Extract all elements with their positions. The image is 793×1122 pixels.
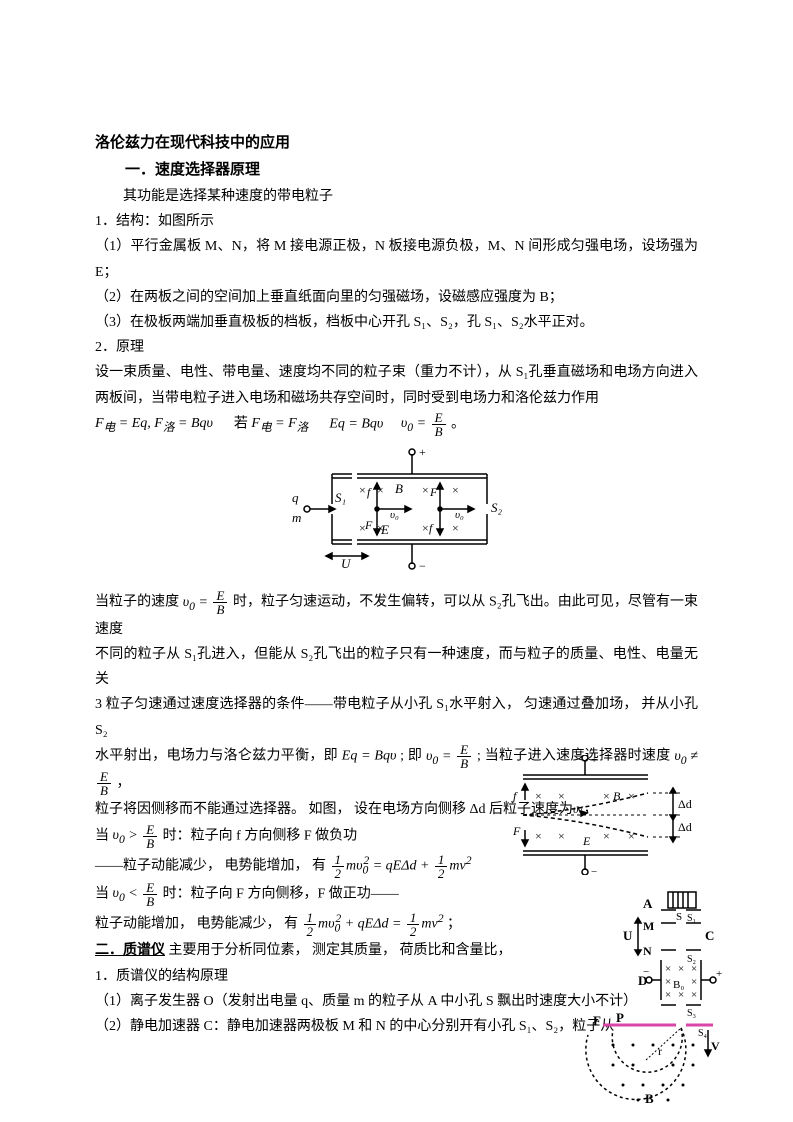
s1-p1-2: （2）在两板之间的空间加上垂直纸面向里的匀强磁场，设磁感应强度为 B； xyxy=(95,285,698,310)
svg-text:P: P xyxy=(616,1010,624,1025)
doc-title: 洛伦兹力在现代科技中的应用 xyxy=(95,130,698,157)
svg-text:f: f xyxy=(513,789,518,803)
svg-text:υ: υ xyxy=(573,802,579,816)
svg-text:S: S xyxy=(676,911,682,923)
svg-text:×: × xyxy=(678,963,684,975)
svg-text:B₀: B₀ xyxy=(673,979,684,991)
svg-text:S₄: S₄ xyxy=(698,1028,708,1039)
figure-mass-spectrometer: A S M S₁ U C N S₂ ××× ×× ××× B₀ D − + xyxy=(583,890,723,1119)
svg-text:×: × xyxy=(558,789,565,803)
svg-text:+: + xyxy=(716,968,722,980)
svg-text:×: × xyxy=(603,789,610,803)
svg-text:×: × xyxy=(665,963,671,975)
s1-p1: 1．结构：如图所示 xyxy=(95,209,698,234)
svg-text:S₃: S₃ xyxy=(687,1008,696,1019)
s1-p2: 2．原理 xyxy=(95,335,698,360)
svg-text:r: r xyxy=(658,1044,662,1058)
s1-p1-1: （1）平行金属板 M、N，将 M 接电源正极，N 板接电源负极，M、N 间形成匀… xyxy=(95,234,698,284)
after-fig-line1: 当粒子的速度 υ0 = EB 时，粒子匀速运动，不发生偏转，可以从 S₂孔飞出。… xyxy=(95,589,698,642)
svg-text:+: + xyxy=(419,445,426,459)
svg-text:f: f xyxy=(429,521,434,535)
svg-text:×: × xyxy=(691,989,697,1001)
svg-text:C: C xyxy=(705,928,714,943)
svg-text:E: E xyxy=(582,834,591,848)
svg-text:S₁: S₁ xyxy=(335,490,346,505)
svg-text:×: × xyxy=(535,829,542,843)
svg-text:S₂: S₂ xyxy=(491,500,503,515)
svg-text:−: − xyxy=(591,866,597,875)
svg-text:U: U xyxy=(623,928,633,943)
svg-text:m: m xyxy=(292,510,301,525)
svg-text:×: × xyxy=(665,989,671,1001)
svg-text:−: − xyxy=(643,966,649,978)
svg-text:A: A xyxy=(643,896,653,911)
s1-p1-3: （3）在极板两端加垂直极板的档板，档板中心开孔 S₁、S₂，孔 S₁、S₂水平正… xyxy=(95,310,698,335)
svg-text:B: B xyxy=(613,789,621,803)
figure-deflection: + − ×××× ×××× υ B E f F Δd Δd xyxy=(513,755,698,884)
svg-text:×: × xyxy=(558,829,565,843)
svg-text:υ₀: υ₀ xyxy=(455,509,464,521)
svg-text:V: V xyxy=(711,1039,720,1053)
svg-text:υ₀: υ₀ xyxy=(390,509,399,521)
svg-text:f: f xyxy=(367,485,372,499)
figure-velocity-selector: + − ×××× ×××× B E q m S₁ S₂ f F υ₀ F f υ… xyxy=(95,444,698,583)
svg-text:F: F xyxy=(593,1013,601,1028)
svg-text:×: × xyxy=(535,789,542,803)
svg-text:E: E xyxy=(380,522,389,537)
svg-text:×: × xyxy=(603,829,610,843)
svg-text:×: × xyxy=(665,976,671,988)
svg-text:Δd: Δd xyxy=(678,820,692,834)
section2-heading: 二．质谱仪 xyxy=(95,943,165,958)
svg-text:M: M xyxy=(643,919,654,933)
section1-intro: 其功能是选择某种速度的带电粒子 xyxy=(95,184,698,209)
section1-heading: 一．速度选择器原理 xyxy=(95,157,698,184)
s1-p3: 3 粒子匀速通过速度选择器的条件——带电粒子从小孔 S₁水平射入， 匀速通过叠加… xyxy=(95,692,698,742)
svg-text:×: × xyxy=(422,483,429,497)
svg-text:×: × xyxy=(452,521,459,535)
svg-text:×: × xyxy=(691,976,697,988)
s1-p2-txt: 设一束质量、电性、带电量、速度均不同的粒子束（重力不计），从 S₁孔垂直磁场和电… xyxy=(95,360,698,410)
svg-text:N: N xyxy=(643,944,652,958)
svg-text:B: B xyxy=(645,1091,654,1106)
svg-text:×: × xyxy=(691,963,697,975)
svg-text:U: U xyxy=(341,556,352,571)
svg-text:S₁: S₁ xyxy=(687,913,696,924)
svg-text:Δd: Δd xyxy=(678,797,692,811)
after-fig-line2: 不同的粒子从 S₁孔进入，但能从 S₂孔飞出的粒子只有一种速度，而与粒子的质量、… xyxy=(95,642,698,692)
svg-text:×: × xyxy=(452,483,459,497)
svg-text:F: F xyxy=(364,518,373,532)
svg-text:F: F xyxy=(429,485,438,499)
formula-line-1: F电 = Eq, F洛 = Bqυ 若 F电 = F洛 Eq = Bqυ υ0 … xyxy=(95,411,698,439)
svg-text:×: × xyxy=(422,521,429,535)
svg-text:−: − xyxy=(419,559,426,573)
svg-text:B: B xyxy=(395,481,403,496)
svg-text:F: F xyxy=(513,824,521,838)
svg-text:q: q xyxy=(292,490,299,505)
svg-text:+: + xyxy=(591,755,597,766)
svg-text:×: × xyxy=(628,829,635,843)
svg-text:×: × xyxy=(359,483,366,497)
